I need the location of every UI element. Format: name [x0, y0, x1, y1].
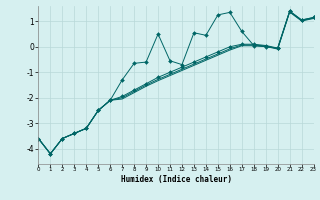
X-axis label: Humidex (Indice chaleur): Humidex (Indice chaleur) — [121, 175, 231, 184]
